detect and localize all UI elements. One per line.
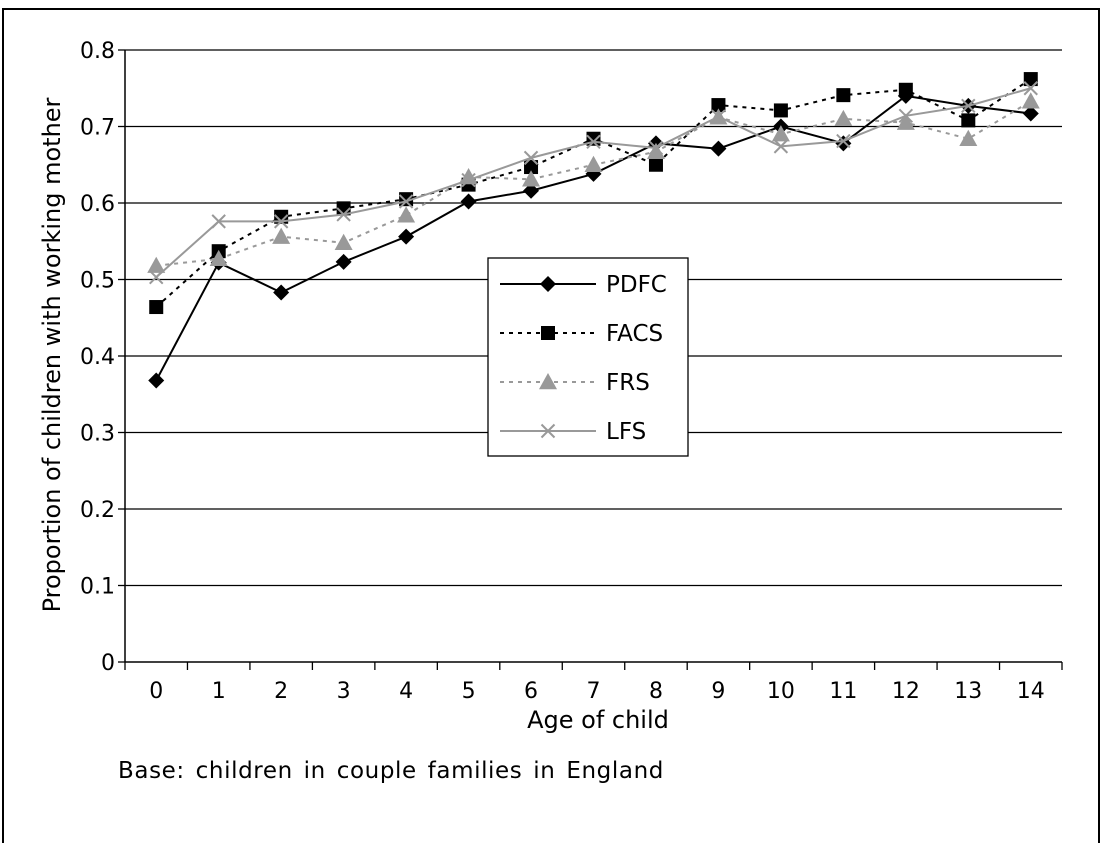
- y-tick-label: 0.5: [80, 269, 115, 294]
- series-frs: [147, 92, 1040, 273]
- data-point: [149, 269, 164, 285]
- data-point: [584, 155, 603, 172]
- data-point: [209, 249, 228, 267]
- axes: [118, 49, 1063, 670]
- y-axis-title: Proportion of children with working moth…: [38, 97, 66, 612]
- data-point: [148, 372, 165, 389]
- data-point: [459, 167, 478, 185]
- data-point: [586, 134, 601, 150]
- data-point: [334, 233, 353, 250]
- x-tick-label: 10: [767, 679, 795, 704]
- series-lfs: [149, 81, 1038, 285]
- data-point: [335, 253, 352, 270]
- x-tick-label: 8: [649, 679, 663, 704]
- x-tick-label: 9: [711, 679, 725, 704]
- data-point: [1022, 105, 1039, 122]
- legend-label: FRS: [606, 370, 650, 396]
- data-point: [1023, 72, 1038, 87]
- data-point: [273, 284, 290, 301]
- legend-item-pdfc: PDFC: [500, 272, 667, 298]
- x-tick-label: 0: [149, 679, 163, 704]
- y-tick-label: 0.1: [80, 575, 115, 600]
- data-point: [539, 373, 557, 390]
- data-point: [336, 207, 351, 222]
- x-tick-label: 6: [524, 679, 538, 704]
- data-point: [771, 125, 790, 142]
- data-point: [273, 214, 289, 229]
- x-tick-label: 2: [274, 679, 288, 704]
- legend-item-facs: FACS: [500, 321, 663, 347]
- legend-item-frs: FRS: [500, 370, 650, 396]
- data-point: [711, 98, 726, 113]
- data-point: [834, 109, 853, 127]
- data-point: [896, 113, 915, 130]
- y-tick-label: 0.6: [80, 192, 115, 217]
- series-line: [155, 87, 1032, 278]
- data-point: [523, 150, 539, 166]
- series-layer: [147, 72, 1040, 389]
- x-tick-label: 11: [829, 679, 857, 704]
- data-point: [397, 206, 416, 223]
- data-point: [522, 170, 541, 187]
- x-tick-label: 3: [337, 679, 351, 704]
- data-point: [898, 108, 914, 123]
- base-note: Base: children in couple families in Eng…: [118, 758, 664, 784]
- y-tick-labels: 0 0.1 0.2 0.3 0.4 0.5 0.6 0.7 0.8: [80, 39, 115, 676]
- data-point: [646, 142, 665, 159]
- data-point: [836, 88, 851, 103]
- x-tick-label: 13: [954, 679, 982, 704]
- data-point: [648, 140, 664, 156]
- data-point: [1023, 81, 1038, 96]
- series-facs: [149, 72, 1038, 315]
- y-tick-label: 0: [101, 651, 115, 676]
- data-point: [711, 109, 726, 124]
- data-point: [648, 157, 663, 172]
- data-point: [898, 82, 913, 97]
- data-point: [460, 193, 477, 210]
- data-point: [461, 172, 476, 188]
- data-point: [1021, 92, 1040, 109]
- data-point: [541, 326, 555, 340]
- data-point: [961, 98, 976, 114]
- legend-label: LFS: [606, 419, 646, 445]
- legend: PDFC FACS FRS LFS: [487, 257, 689, 457]
- x-axis-title: Age of child: [527, 706, 669, 734]
- legend-box: [487, 257, 689, 457]
- data-point: [961, 113, 976, 128]
- legend-label: FACS: [606, 321, 663, 347]
- chart-frame: [2, 8, 1100, 843]
- x-tick-label: 1: [212, 679, 226, 704]
- x-tick-label: 5: [462, 679, 476, 704]
- data-point: [523, 182, 540, 199]
- data-point: [398, 194, 414, 209]
- data-point: [836, 133, 851, 149]
- data-point: [540, 423, 556, 439]
- x-tick-labels: 0 1 2 3 4 5 6 7 8 9 10 11 12 13 14: [149, 679, 1045, 704]
- x-tick-label: 12: [892, 679, 920, 704]
- data-point: [149, 300, 164, 315]
- y-tick-label: 0.2: [80, 498, 115, 523]
- y-tick-label: 0.3: [80, 422, 115, 447]
- x-tick-label: 14: [1017, 679, 1045, 704]
- data-point: [710, 140, 727, 157]
- legend-item-lfs: LFS: [500, 419, 646, 445]
- x-tick-label: 7: [587, 679, 601, 704]
- data-point: [959, 129, 978, 146]
- y-tick-label: 0.7: [80, 116, 115, 141]
- data-point: [773, 103, 788, 118]
- y-tick-label: 0.8: [80, 39, 115, 64]
- legend-label: PDFC: [606, 272, 667, 298]
- data-point: [773, 139, 789, 154]
- data-point: [211, 214, 226, 229]
- data-point: [272, 227, 291, 244]
- data-point: [398, 228, 415, 245]
- data-point: [147, 256, 166, 273]
- data-point: [540, 276, 556, 292]
- x-tick-label: 4: [399, 679, 413, 704]
- y-tick-label: 0.4: [80, 345, 115, 370]
- data-point: [524, 160, 539, 175]
